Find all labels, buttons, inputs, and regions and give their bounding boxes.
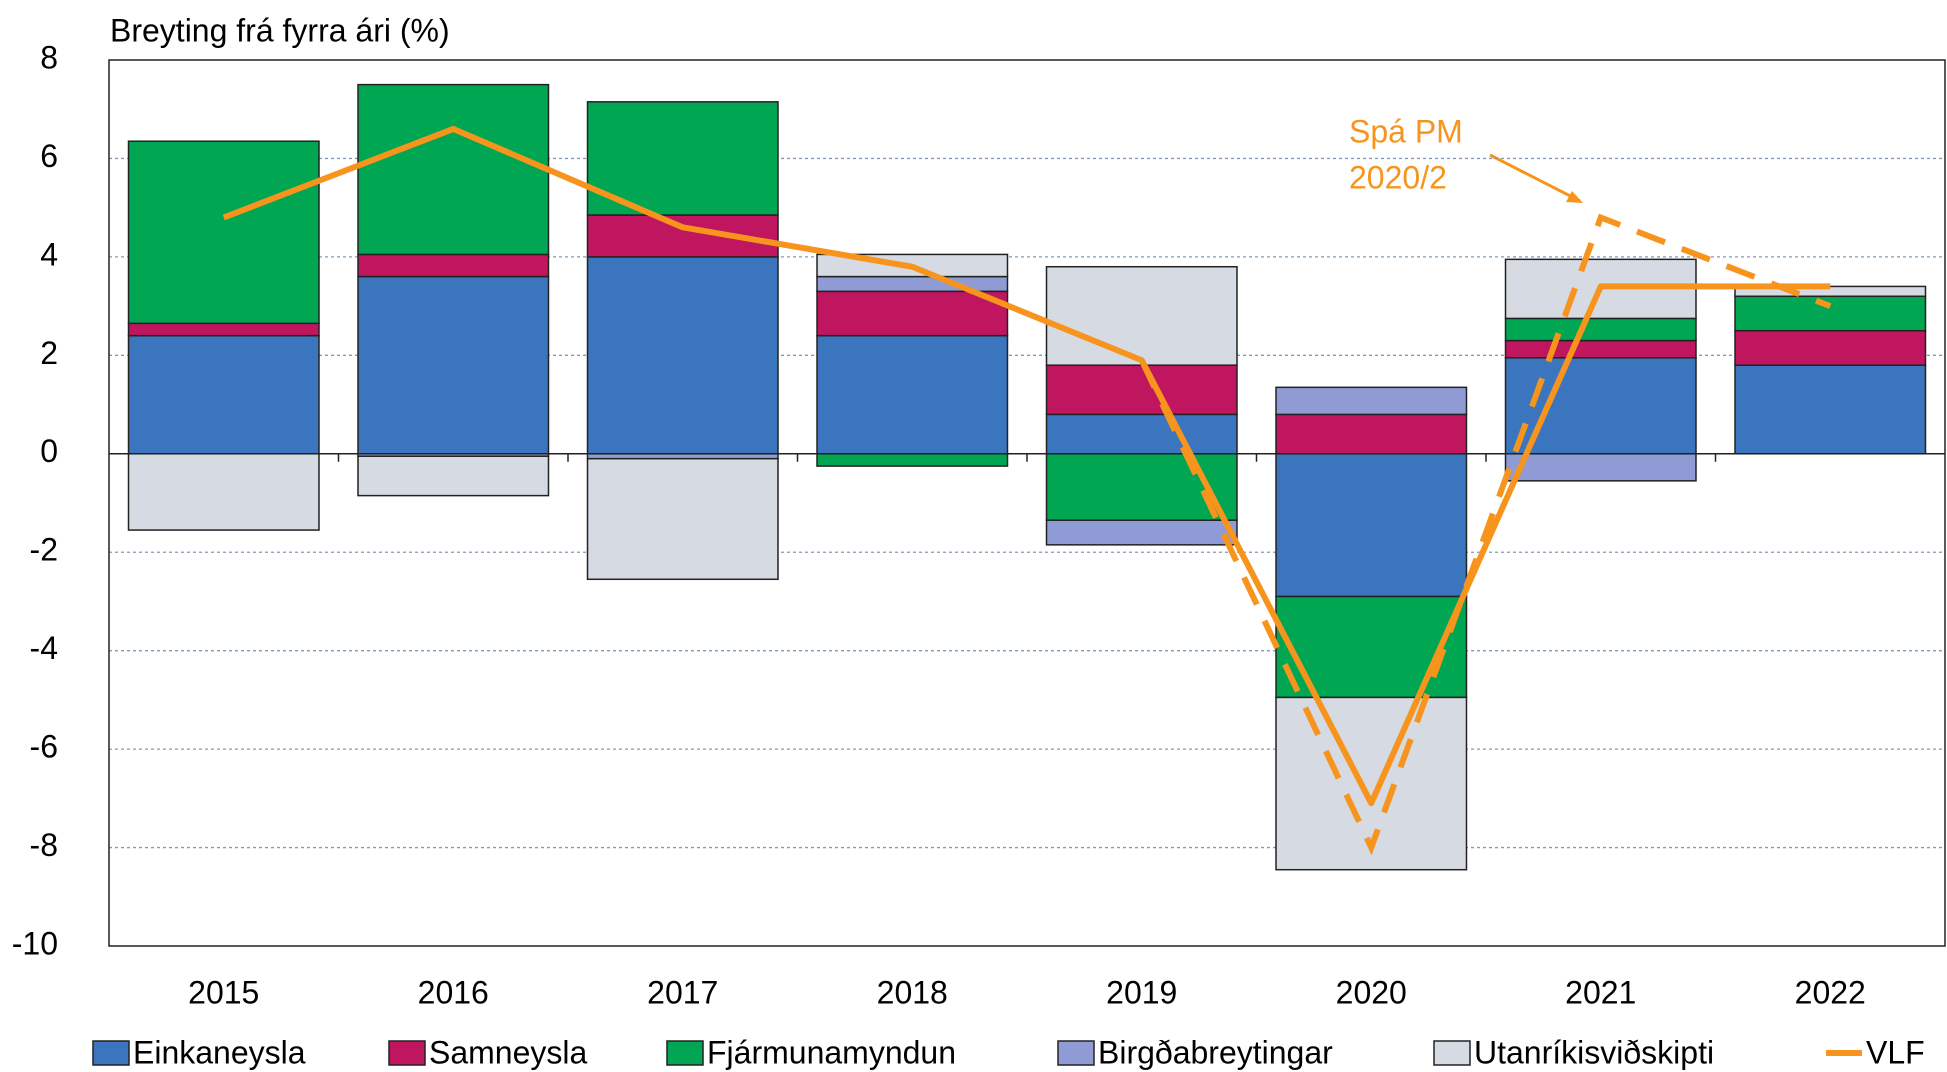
legend-label: Einkaneysla [133,1034,306,1070]
bar-segment [1734,329,1927,366]
bar-segment [357,275,550,455]
bar-segment [1734,364,1927,455]
y-tick-label: -10 [12,925,58,961]
x-tick-label: 2021 [1565,974,1636,1010]
y-tick-label: -6 [30,729,58,765]
legend-label: Utanríkisviðskipti [1474,1034,1714,1070]
bar-segment [816,453,1009,467]
bar-segment [127,453,320,531]
bar-segment [357,83,550,256]
bar-segment [1275,453,1468,598]
bar-segment [127,334,320,455]
bar-segment [1734,295,1927,332]
bar-segment [586,256,779,455]
bar-segment [816,290,1009,337]
annotation: Spá PM [1349,113,1463,149]
bar-segment [1045,413,1238,455]
legend-swatch [1057,1040,1095,1066]
forecast-line [1139,213,1832,856]
bar-segment [1275,413,1468,455]
bar-segment [357,253,550,278]
bar-segment [1045,519,1238,546]
bar-segment [1504,453,1697,482]
legend-swatch [666,1040,704,1066]
x-tick-label: 2019 [1106,974,1177,1010]
y-tick-label: 0 [40,433,58,469]
x-tick-label: 2022 [1795,974,1866,1010]
x-tick-label: 2017 [647,974,718,1010]
bar-segment [816,275,1009,293]
legend-label: Samneysla [429,1034,588,1070]
bar-segment [1045,265,1238,366]
bar-segment [586,101,779,216]
y-tick-label: 6 [40,138,58,174]
x-tick-label: 2015 [188,974,259,1010]
bar-segment [1504,339,1697,359]
bar-segment [1504,357,1697,455]
bar-segment [1504,317,1697,342]
line-series [222,125,1831,807]
plot-border [108,59,1946,947]
annotation: 2020/2 [1349,159,1447,195]
bar-segment [1045,364,1238,416]
y-tick-label: -2 [30,532,58,568]
bar-segment [586,457,779,581]
annotation-arrow [1489,153,1581,203]
legend-label: Birgðabreytingar [1098,1034,1333,1070]
legend-label: Fjármunamyndun [707,1034,956,1070]
legend-label: VLF [1866,1034,1925,1070]
bar-segment [127,322,320,337]
bar-segment [127,140,320,325]
x-tick-label: 2018 [877,974,948,1010]
y-tick-label: 4 [40,236,58,272]
bar-segment [1275,386,1468,416]
bar-segment [357,455,550,497]
legend-swatch [388,1040,426,1066]
y-tick-label: 8 [40,39,58,75]
legend-swatch [1433,1040,1471,1066]
y-axis-title: Breyting frá fyrra ári (%) [110,12,450,48]
y-tick-label: 2 [40,335,58,371]
x-tick-label: 2020 [1336,974,1407,1010]
legend-swatch [92,1040,130,1066]
annotation-arrowhead [1566,191,1583,203]
x-tick-label: 2016 [418,974,489,1010]
y-tick-label: -4 [30,630,58,666]
bar-segment [816,334,1009,455]
y-tick-label: -8 [30,827,58,863]
